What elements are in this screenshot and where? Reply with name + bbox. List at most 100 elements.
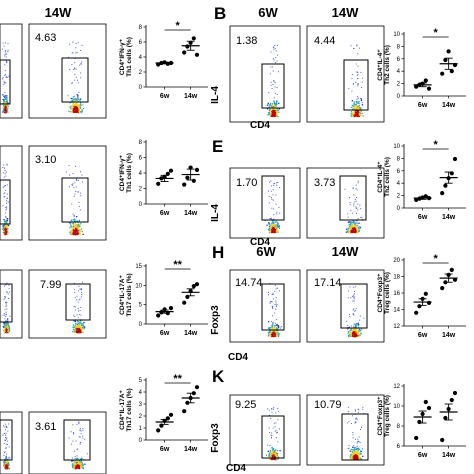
event-dot xyxy=(277,325,280,327)
event-dot xyxy=(349,225,351,228)
event-dot xyxy=(357,203,359,205)
event-dot xyxy=(4,462,6,463)
event-dot xyxy=(83,327,85,330)
event-dot xyxy=(350,223,352,226)
event-dot xyxy=(353,114,355,116)
event-dot xyxy=(77,108,79,110)
data-point xyxy=(443,415,448,421)
event-dot xyxy=(347,324,349,326)
event-dot xyxy=(4,322,7,324)
event-dot xyxy=(271,326,273,328)
event-dot xyxy=(355,328,358,330)
event-dot xyxy=(272,84,274,85)
significance-label: ** xyxy=(173,259,182,271)
event-dot xyxy=(268,231,271,234)
event-dot xyxy=(351,453,353,455)
event-dot xyxy=(276,431,278,433)
event-dot xyxy=(2,225,4,227)
event-dot xyxy=(355,451,358,453)
event-dot xyxy=(70,226,73,228)
event-dot xyxy=(6,327,9,330)
y-tick-label: 4 xyxy=(397,69,401,75)
event-dot xyxy=(70,105,73,107)
event-dot xyxy=(77,323,79,325)
event-dot xyxy=(4,330,6,333)
event-dot xyxy=(351,457,353,459)
event-dot xyxy=(82,181,83,183)
event-dot xyxy=(76,424,78,425)
y-tick-label: 2 xyxy=(139,187,143,193)
event-dot xyxy=(269,104,271,106)
event-dot xyxy=(349,456,351,458)
event-dot xyxy=(268,112,271,115)
event-dot xyxy=(271,220,273,222)
event-dot xyxy=(354,323,356,325)
event-dot xyxy=(348,221,350,223)
event-dot xyxy=(5,320,7,322)
data-point xyxy=(182,182,187,187)
event-dot xyxy=(272,322,274,324)
event-dot xyxy=(273,408,274,410)
event-dot xyxy=(357,110,359,112)
x-tick-label: 14w xyxy=(184,330,198,337)
gate-box xyxy=(261,63,285,109)
event-dot xyxy=(276,111,279,113)
event-dot xyxy=(352,331,354,333)
event-dot xyxy=(277,419,279,421)
event-dot xyxy=(268,227,271,229)
event-dot xyxy=(273,80,275,82)
event-dot xyxy=(6,202,7,204)
event-dot xyxy=(352,74,354,75)
event-dot xyxy=(357,106,359,108)
event-dot xyxy=(5,313,7,315)
panel-label-k: K xyxy=(212,367,225,386)
event-dot xyxy=(357,438,359,440)
event-dot xyxy=(355,222,357,224)
event-dot xyxy=(74,67,76,69)
event-dot xyxy=(3,461,5,463)
event-dot xyxy=(357,222,359,224)
event-dot xyxy=(3,164,5,166)
event-dot xyxy=(270,81,272,83)
event-dot xyxy=(353,458,355,461)
event-dot xyxy=(78,109,80,111)
event-dot xyxy=(76,216,78,218)
event-dot xyxy=(352,105,355,107)
event-dot xyxy=(5,457,7,459)
event-dot xyxy=(361,328,363,330)
event-dot xyxy=(273,407,275,409)
event-dot xyxy=(271,111,274,113)
event-dot xyxy=(355,225,357,227)
event-dot xyxy=(77,317,79,319)
event-dot xyxy=(6,282,8,284)
event-dot xyxy=(75,227,77,229)
event-dot xyxy=(5,111,7,113)
event-dot xyxy=(353,224,355,226)
event-dot xyxy=(73,219,76,221)
event-dot xyxy=(73,227,75,229)
event-dot xyxy=(277,115,279,118)
event-dot xyxy=(352,437,354,439)
event-dot xyxy=(276,224,278,226)
event-dot xyxy=(278,335,280,337)
event-dot xyxy=(351,450,353,452)
event-dot xyxy=(350,228,352,230)
event-dot xyxy=(275,101,278,103)
event-dot xyxy=(74,460,77,462)
event-dot xyxy=(4,42,6,44)
event-dot xyxy=(274,104,276,107)
event-dot xyxy=(4,314,6,316)
event-dot xyxy=(271,452,273,454)
event-dot xyxy=(83,108,85,109)
event-dot xyxy=(80,330,82,332)
event-dot xyxy=(276,213,278,215)
event-dot xyxy=(357,78,359,80)
event-dot xyxy=(81,463,83,465)
event-dot xyxy=(272,225,274,227)
event-dot xyxy=(357,440,359,442)
event-dot xyxy=(72,173,74,174)
event-dot xyxy=(80,195,82,197)
event-dot xyxy=(354,115,356,117)
event-dot xyxy=(73,464,76,466)
event-dot xyxy=(279,187,281,188)
